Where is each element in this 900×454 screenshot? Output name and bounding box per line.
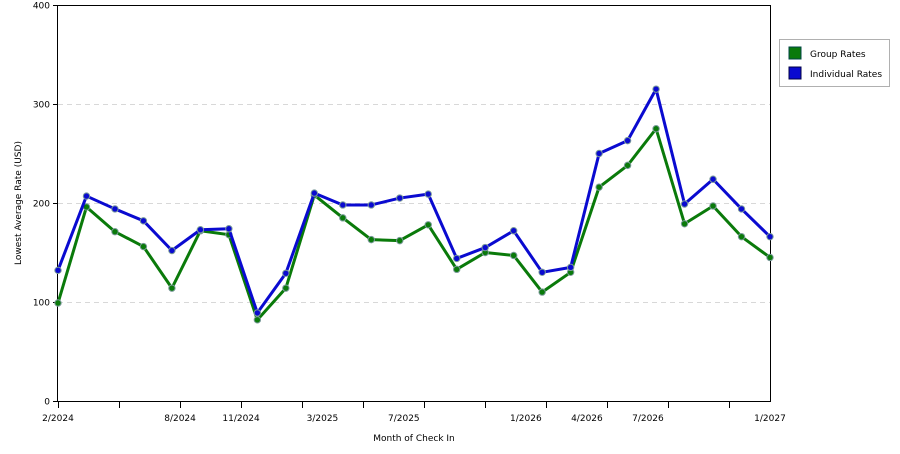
x-tick-label: 7/2025 [388, 414, 420, 424]
data-point-individual-rates [253, 309, 262, 317]
data-point-individual-rates [54, 266, 62, 275]
legend-swatch-individual-rates [788, 66, 802, 80]
data-point-individual-rates [680, 200, 689, 208]
data-point-individual-rates [82, 192, 91, 200]
data-point-group-rates [54, 299, 62, 307]
legend-swatch-group-rates [788, 46, 802, 60]
data-point-individual-rates [196, 226, 205, 234]
data-point-group-rates [737, 232, 746, 241]
series-group-rates [54, 125, 774, 324]
data-point-individual-rates [310, 189, 319, 197]
data-point-group-rates [766, 253, 774, 262]
data-point-group-rates [282, 284, 290, 292]
y-axis: 0 100 200 300 400 [33, 2, 58, 408]
data-point-individual-rates [111, 205, 119, 213]
data-point-individual-rates [225, 225, 233, 233]
data-point-individual-rates [652, 85, 660, 93]
x-tick-label: 8/2024 [164, 414, 196, 424]
data-point-group-rates [623, 161, 632, 170]
y-tick-label: 200 [33, 200, 50, 210]
data-point-individual-rates [595, 149, 603, 158]
series-individual-rates [54, 85, 774, 317]
series-layer [54, 85, 774, 324]
x-tick-label: 7/2026 [632, 414, 664, 424]
y-tick-label: 100 [33, 299, 50, 309]
data-point-group-rates [709, 202, 717, 210]
data-point-group-rates [509, 251, 518, 260]
data-point-group-rates [339, 214, 347, 222]
y-tick-label: 400 [33, 2, 50, 12]
y-tick-label: 0 [44, 398, 50, 408]
data-point-individual-rates [623, 136, 632, 145]
data-point-group-rates [253, 316, 262, 324]
data-point-group-rates [538, 288, 546, 296]
x-tick-label: 1/2026 [510, 414, 542, 424]
data-point-individual-rates [424, 190, 432, 198]
x-tick-label: 3/2025 [307, 414, 339, 424]
x-tick-label: 11/2024 [222, 414, 260, 424]
legend-label-individual-rates: Individual Rates [810, 70, 882, 80]
data-point-group-rates [139, 242, 148, 251]
data-point-group-rates [595, 183, 603, 191]
legend-label-group-rates: Group Rates [810, 50, 866, 60]
data-point-group-rates [652, 125, 660, 133]
x-tick-label: 2/2024 [42, 414, 74, 424]
data-point-individual-rates [453, 254, 461, 263]
y-tick-label: 300 [33, 101, 50, 111]
data-point-individual-rates [709, 175, 717, 183]
data-point-individual-rates [538, 268, 546, 276]
series-line-group-rates [56, 127, 771, 322]
data-point-group-rates [424, 221, 432, 229]
y-axis-title: Lowest Average Rate (USD) [14, 141, 24, 265]
x-axis: 2/2024 8/2024 11/2024 3/2025 7/2025 1/2026 4/2… [42, 401, 786, 424]
series-line-individual-rates [56, 87, 772, 315]
data-point-individual-rates [139, 217, 148, 225]
data-point-individual-rates [367, 201, 375, 209]
data-point-individual-rates [509, 227, 518, 235]
data-point-group-rates [168, 284, 176, 292]
data-point-individual-rates [339, 201, 347, 209]
data-point-individual-rates [481, 243, 489, 252]
data-point-individual-rates [766, 232, 774, 241]
data-point-individual-rates [396, 194, 404, 202]
grid-lines [58, 104, 770, 303]
x-axis-title: Month of Check In [373, 434, 455, 444]
x-tick-label: 1/2027 [754, 414, 786, 424]
data-point-group-rates [111, 228, 119, 236]
x-tick-label: 4/2026 [571, 414, 603, 424]
data-point-individual-rates [282, 269, 290, 277]
data-point-individual-rates [566, 263, 575, 272]
data-point-individual-rates [737, 205, 746, 213]
data-point-group-rates [367, 235, 375, 244]
legend: Group Rates Individual Rates [779, 39, 890, 87]
data-point-group-rates [396, 236, 404, 245]
data-point-group-rates [680, 220, 689, 228]
data-point-individual-rates [168, 246, 176, 255]
data-point-group-rates [453, 265, 461, 274]
